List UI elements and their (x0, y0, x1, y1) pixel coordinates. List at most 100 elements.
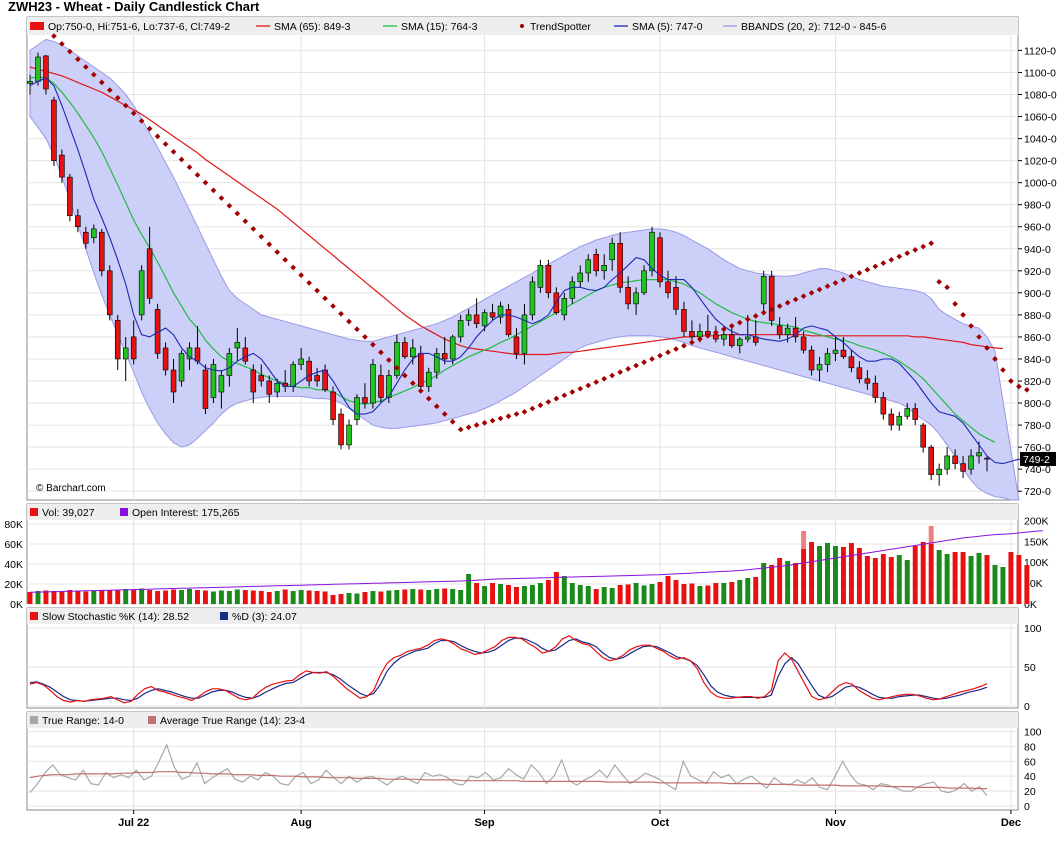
true-range-panel: True Range: 14-0 Average True Range (14):… (27, 712, 1042, 813)
trendspotter-marker (689, 339, 695, 346)
candle (354, 394, 360, 426)
candle (920, 422, 926, 453)
candle (689, 320, 695, 343)
candle-body (824, 353, 831, 365)
volume-bar (761, 563, 767, 604)
candle (960, 455, 966, 478)
y-tick-label: 1120-0 (1024, 45, 1056, 57)
volume-bar (59, 592, 65, 604)
candle-body (776, 325, 783, 336)
candle (298, 347, 304, 370)
y-tick-label: 1060-0 (1024, 112, 1057, 124)
candle (75, 209, 81, 233)
y-tick-label: 50 (1024, 662, 1036, 674)
candle (665, 270, 671, 299)
candle (848, 350, 855, 373)
candle (51, 96, 57, 167)
trendspotter-marker (744, 316, 751, 323)
trendspotter-marker (784, 299, 791, 306)
volume-bar (442, 588, 448, 604)
candle-body (202, 369, 209, 409)
candle (824, 347, 831, 373)
volume-spike (928, 526, 934, 544)
trendspotter-marker (322, 295, 328, 302)
candle-body (912, 408, 918, 420)
trendspotter-marker (561, 392, 568, 399)
volume-bar (107, 590, 113, 604)
trendspotter-marker (705, 332, 711, 339)
candle-body (170, 369, 177, 393)
candle (370, 358, 376, 409)
candle-body (330, 391, 336, 420)
volume-bar (434, 589, 440, 604)
volume-bar (793, 563, 799, 604)
candle (457, 314, 464, 343)
volume-legend-bar (27, 504, 1018, 520)
volume-bar (960, 552, 966, 604)
candle (545, 259, 552, 299)
volume-bar (689, 583, 695, 604)
volume-bar (593, 589, 599, 604)
trendspotter-marker (872, 263, 879, 270)
trendspotter-marker (186, 164, 193, 171)
open-interest-line (29, 530, 1043, 593)
y-tick-label: 900-0 (1024, 288, 1051, 300)
volume-bar (514, 587, 519, 604)
volume-bar (258, 591, 264, 604)
candle (250, 364, 257, 404)
candle-body (976, 452, 982, 457)
volume-bar (745, 578, 751, 604)
candle (840, 336, 847, 359)
volume-bar (904, 560, 910, 604)
candle-body (146, 248, 153, 299)
legend-swatch (148, 716, 156, 724)
volume-bar (1008, 552, 1014, 604)
y-tick-label: 760-0 (1024, 442, 1051, 454)
trendspotter-marker (657, 352, 663, 359)
legend-label: Slow Stochastic %K (14): 28.52 (42, 611, 189, 623)
stoch-k-line (29, 635, 988, 704)
volume-bar (274, 591, 280, 604)
trendspotter-marker (968, 323, 974, 329)
volume-bar (298, 590, 304, 604)
candle (856, 361, 863, 384)
candle (473, 298, 480, 329)
candle-body (840, 349, 847, 358)
volume-bar (314, 591, 320, 604)
volume-bar (450, 589, 456, 604)
y-tick-label: 980-0 (1024, 200, 1051, 212)
legend-label: BBANDS (20, 2): 712-0 - 845-6 (741, 21, 886, 33)
volume-bar (490, 583, 496, 604)
trendspotter-marker (362, 334, 368, 340)
trendspotter-marker (202, 179, 209, 186)
volume-bar (306, 590, 312, 604)
trendspotter-marker (449, 418, 456, 425)
volume-bar (705, 585, 711, 604)
candle-body (760, 276, 767, 305)
candle-body (832, 349, 839, 354)
candle (529, 276, 536, 321)
candle-body (138, 270, 145, 316)
volume-bar (888, 557, 894, 604)
trendspotter-marker (617, 369, 623, 376)
candle-body (298, 358, 304, 365)
trendspotter-marker (896, 253, 903, 260)
trendspotter-marker (776, 303, 783, 309)
candle (633, 287, 639, 315)
candle (896, 411, 903, 431)
trendspotter-marker (425, 395, 432, 402)
stoch-legend-bar (27, 608, 1018, 624)
candle-body (904, 408, 911, 417)
candle (569, 276, 576, 304)
candle (27, 74, 33, 95)
volume-bar (370, 591, 376, 604)
volume-bar (553, 572, 559, 604)
trendspotter-marker (505, 413, 512, 420)
candle-body (856, 367, 863, 380)
trendspotter-marker (577, 385, 584, 392)
candle-body (346, 424, 352, 446)
candle (138, 265, 145, 321)
candle-body (529, 281, 536, 316)
candle-body (362, 397, 368, 404)
trendspotter-marker (1024, 386, 1030, 393)
